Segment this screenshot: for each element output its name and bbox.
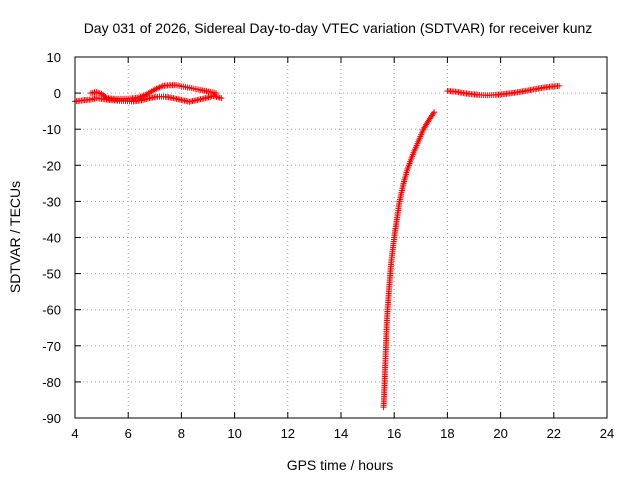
data-point (385, 272, 394, 295)
x-tick-label: 12 (281, 426, 295, 441)
data-point (532, 84, 545, 93)
y-tick-label: -70 (42, 339, 61, 354)
data-point (384, 290, 392, 313)
y-tick-label: -40 (42, 231, 61, 246)
data-point (388, 236, 397, 263)
data-point (151, 83, 165, 93)
data-point (409, 140, 421, 158)
data-point (556, 82, 563, 89)
x-axis-title: GPS time / hours (287, 457, 394, 473)
data-point (93, 89, 103, 97)
data-point (218, 95, 225, 102)
data-point (425, 110, 437, 124)
x-tick-label: 4 (71, 426, 78, 441)
data-point (138, 95, 151, 104)
data-point (391, 218, 400, 241)
x-tick-label: 22 (547, 426, 561, 441)
data-point (173, 82, 218, 96)
data-point (540, 83, 553, 91)
y-tick-label: -10 (42, 122, 61, 137)
x-tick-label: 10 (227, 426, 241, 441)
y-tick-label: -30 (42, 194, 61, 209)
data-point (98, 90, 109, 101)
series-segment-1-upper (87, 82, 219, 102)
series-segment-3 (444, 82, 563, 99)
y-tick-label: -60 (42, 303, 61, 318)
x-tick-label: 6 (125, 426, 132, 441)
data-point (380, 395, 388, 411)
x-tick-label: 8 (178, 426, 185, 441)
y-tick-label: -20 (42, 158, 61, 173)
data-point (400, 167, 411, 187)
y-tick-label: 0 (54, 86, 61, 101)
series-segment-2-drop (380, 109, 438, 411)
y-tick-label: -80 (42, 375, 61, 390)
y-tick-label: 10 (47, 50, 61, 65)
chart-title: Day 031 of 2026, Sidereal Day-to-day VTE… (84, 20, 593, 36)
data-point (415, 128, 426, 145)
data-point (431, 109, 438, 116)
x-tick-label: 14 (334, 426, 348, 441)
data-point (178, 96, 191, 105)
data-point (404, 153, 416, 172)
data-point (135, 91, 149, 101)
data-point (508, 89, 521, 97)
x-tick-label: 16 (387, 426, 401, 441)
data-point (393, 200, 403, 223)
data-point (111, 95, 124, 102)
data-point (194, 95, 207, 103)
x-tick-label: 24 (600, 426, 614, 441)
data-point (154, 93, 167, 100)
data-point (396, 182, 407, 205)
grid (75, 57, 607, 418)
data-point (383, 308, 391, 328)
data-point (420, 118, 431, 133)
data-point (500, 90, 513, 98)
data-point (143, 87, 157, 98)
data-point (382, 337, 390, 357)
data-points (72, 82, 563, 411)
y-tick-label: -50 (42, 267, 61, 282)
y-axis-title: SDTVAR / TECUs (7, 181, 23, 293)
x-tick-label: 18 (440, 426, 454, 441)
data-point (212, 90, 219, 97)
y-tick-label: -90 (42, 411, 61, 426)
data-point (387, 257, 395, 277)
x-tick-label: 20 (493, 426, 507, 441)
axis-ticks: 4 6 8 10 12 14 16 18 20 22 24 10 0 -10 -20 -30 -40 -50 -60… (42, 50, 614, 441)
